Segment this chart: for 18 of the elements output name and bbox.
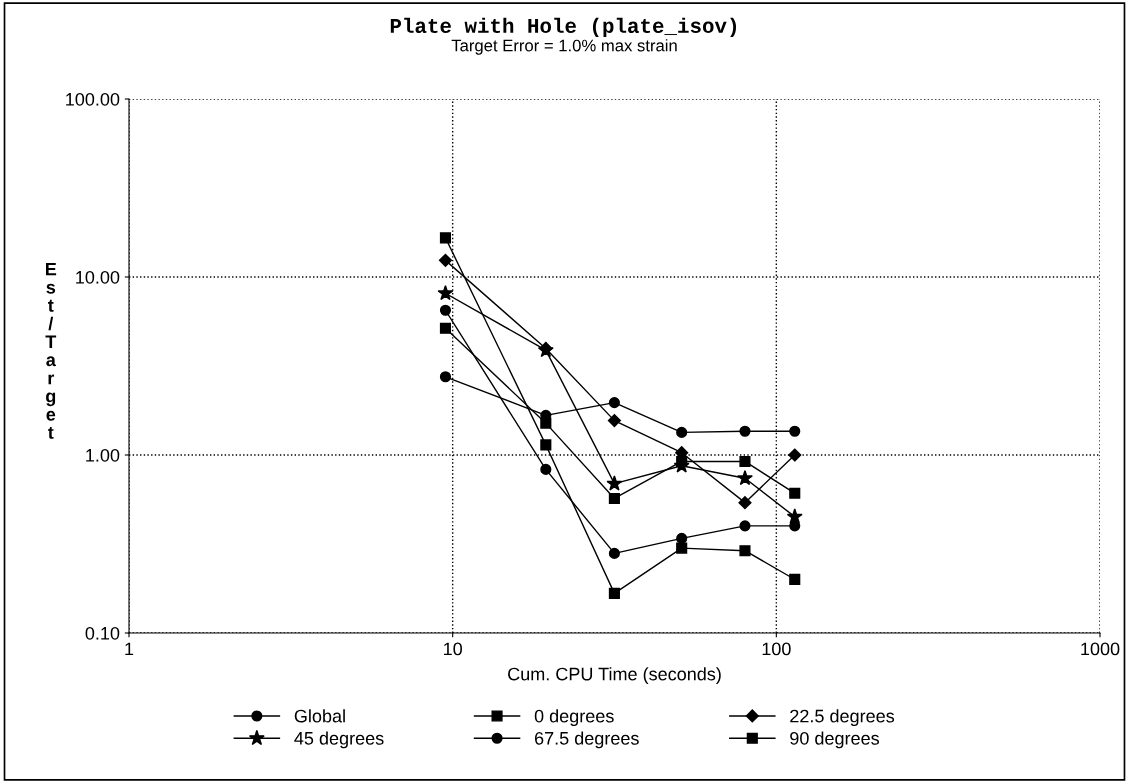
y-tick-label: 100.00 [66,92,120,106]
chart-subtitle: Target Error = 1.0% max strain [451,39,677,55]
x-tick-label: 1000 [1081,642,1120,656]
x-axis-title: Cum. CPU Time (seconds) [508,667,721,685]
chart-title: Plate with Hole (plate_isov) [390,17,737,38]
legend-label: 22.5 degrees [790,709,895,727]
legend-label: 67.5 degrees [534,731,639,749]
y-tick-label: 10.00 [76,270,120,284]
x-tick-label: 100 [762,642,791,656]
y-tick-label: 0.10 [85,626,120,640]
x-tick-label: 1 [125,642,134,656]
legend-label: 90 degrees [790,731,880,749]
y-tick-label: 1.00 [86,448,120,462]
legend-label: Global [294,709,345,723]
x-tick-label: 10 [444,642,462,656]
legend-label: 45 degrees [294,731,384,749]
text: Est/Target [45,262,57,439]
legend-label: 0 degrees [534,709,614,727]
